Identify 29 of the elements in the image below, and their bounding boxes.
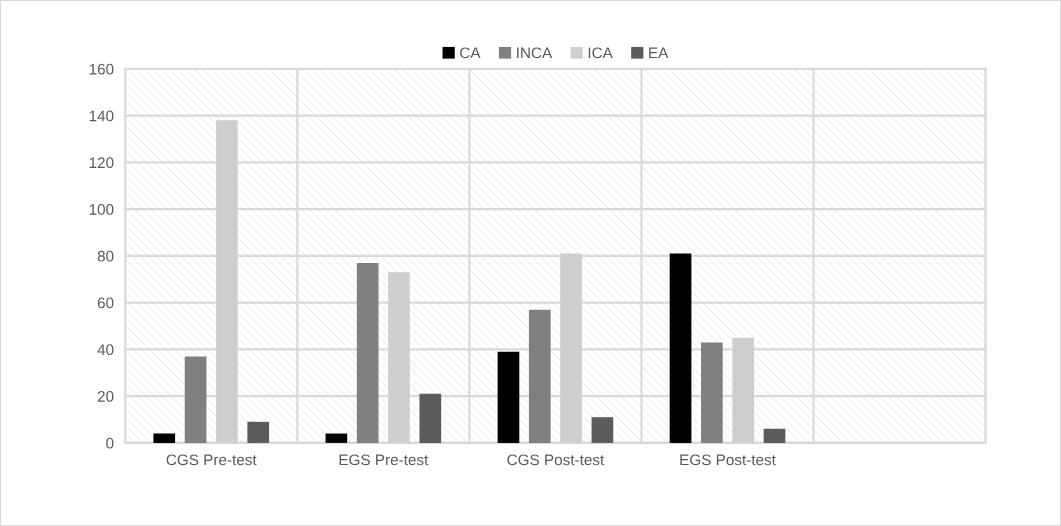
- bar: [419, 393, 442, 443]
- y-tick-label: 20: [97, 391, 114, 402]
- legend-label: EA: [649, 47, 669, 59]
- legend-label: CA: [460, 47, 481, 59]
- y-tick-label: 120: [89, 157, 114, 169]
- y-tick-label: 0: [106, 437, 114, 449]
- y-tick-label: 80: [97, 250, 114, 262]
- x-tick-label: CGS Post-test: [507, 454, 605, 466]
- y-tick-label: 140: [89, 110, 114, 122]
- y-tick-label: 160: [89, 63, 114, 75]
- x-tick-label: EGS Pre-test: [339, 454, 429, 466]
- legend-label: INCA: [517, 47, 553, 59]
- bar: [184, 356, 207, 443]
- bar: [325, 433, 348, 443]
- bar: [669, 253, 692, 443]
- legend-label: ICA: [588, 47, 613, 59]
- bar: [763, 428, 786, 443]
- bar: [153, 433, 176, 443]
- y-tick-label: 100: [89, 204, 114, 215]
- bar: [497, 351, 520, 443]
- y-tick-label: 60: [97, 297, 114, 309]
- y-tick-label: 40: [97, 344, 114, 356]
- bar: [701, 342, 723, 443]
- bar: [356, 262, 379, 443]
- bar: [528, 309, 551, 443]
- bar: [591, 417, 614, 443]
- bar: [247, 421, 270, 443]
- x-tick-label: CGS Pre-test: [166, 454, 257, 466]
- x-tick-label: EGS Post-test: [680, 454, 776, 466]
